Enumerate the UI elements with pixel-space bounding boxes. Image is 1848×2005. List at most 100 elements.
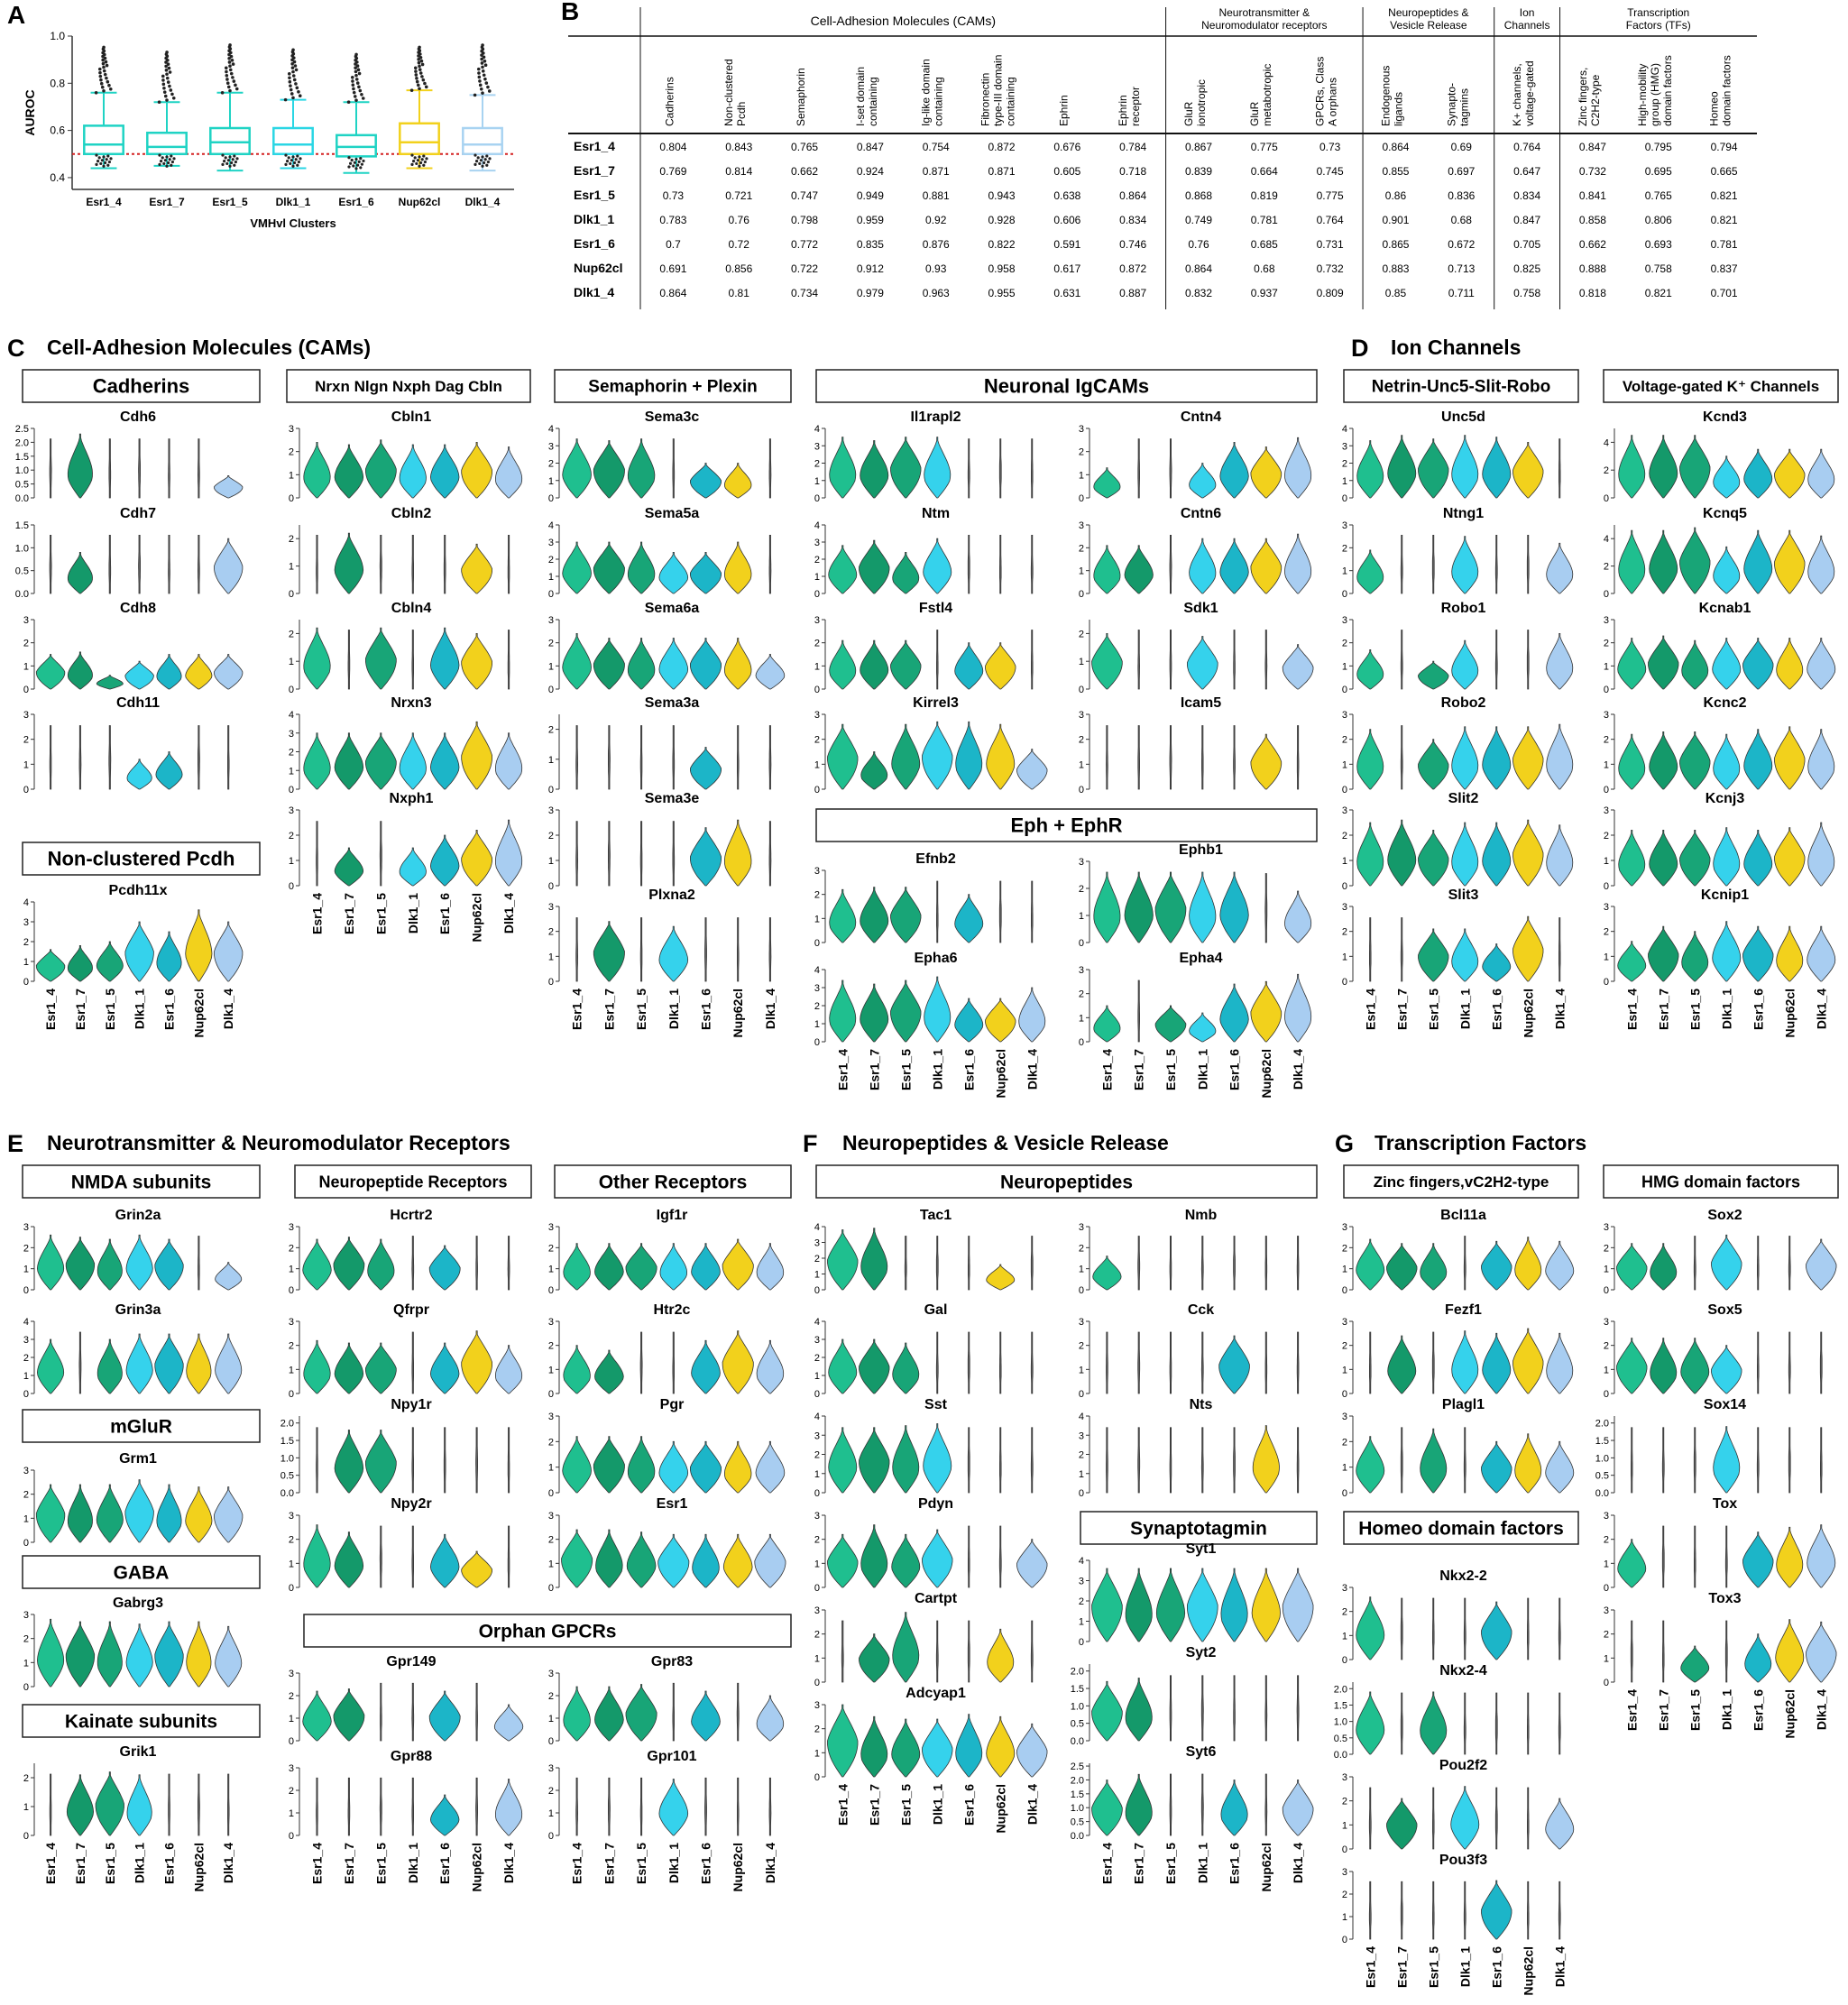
box-outlier [289,87,293,92]
box-outlier [107,83,111,87]
box-outlier [477,71,481,75]
violin-mark [1679,731,1711,790]
table-cell: 0.747 [791,189,818,202]
box-outlier [485,163,489,167]
box-outlier [165,98,169,102]
violin-mark [1200,1331,1204,1394]
violin-ytick-label: 3 [23,710,29,721]
violin-ytick-label: 1.0 [1071,1803,1084,1814]
violin-ytick-label: 0 [1604,1389,1609,1400]
violin-ytick-label: 1 [814,1748,820,1759]
box-outlier [297,89,300,94]
violin-mark [1616,1338,1648,1394]
table-cell: 0.772 [791,238,818,251]
violin-mark [1463,1236,1466,1291]
violin-mark [1250,538,1283,594]
violin-mark [303,732,331,790]
violin-ytick-label: 0 [1342,1285,1347,1296]
cluster-label: Nup62cl [731,989,745,1037]
table-cell: 0.959 [857,214,884,226]
gene-title: Cntn6 [1181,506,1221,521]
box-outlier [409,88,414,92]
violin-mark [768,917,772,982]
violin-mark [1155,1568,1186,1642]
table-cell: 0.7 [666,238,681,251]
violin-mark [998,438,1002,499]
violin-mark [768,821,772,887]
violin-ytick-label: 0 [1604,493,1609,504]
box-outlier [419,59,424,63]
table-cell: 0.86 [1385,189,1407,202]
violin-ytick-label: 1 [1342,952,1347,962]
violin-mark [860,639,889,690]
violin-ytick-label: 1 [289,1714,294,1724]
violin-ytick-label: 0 [289,1736,294,1747]
box-outlier [162,90,167,94]
violin-ytick-label: 2 [1079,1341,1084,1352]
violin-ytick-label: 1.5 [1595,1436,1609,1447]
cluster-label: Dlk1_1 [133,989,147,1029]
table-cell: 0.765 [1645,189,1672,202]
violin-ytick-label: 0 [23,1285,29,1296]
box-outlier [292,78,297,82]
violin-ytick-label: 0 [1604,1678,1609,1688]
violin-mark [334,1342,364,1394]
violin-ytick-label: 1 [1342,1912,1347,1923]
violin-mark [316,821,318,887]
box-outlier [354,157,358,161]
cluster-label: Esr1_6 [961,1049,976,1090]
violin-mark [35,949,66,982]
gene-title: Unc5d [1441,409,1485,425]
table-cell: 0.837 [1711,262,1738,275]
box-outlier [422,154,426,158]
violin-mark [923,1423,952,1494]
box-outlier [157,100,161,105]
group-box-label: Kainate subunits [65,1711,217,1732]
violin-ytick-label: 0 [814,685,820,695]
violin-mark [1712,921,1742,982]
violin-ytick-label: 2 [23,1773,29,1784]
table-cell: 0.841 [1579,189,1606,202]
violin-mark [563,1243,591,1291]
violin-mark [1712,638,1742,690]
cluster-label: Esr1_5 [1426,1946,1440,1988]
table-cell: 0.783 [659,214,686,226]
violin-mark [379,821,382,887]
violin-ytick-label: 2 [1079,1450,1084,1461]
violin-ytick-label: 3 [814,1511,820,1522]
cluster-label: Dlk1_4 [1291,1049,1305,1090]
violin-ytick-label: 3 [1079,710,1084,721]
table-cell: 0.924 [857,165,884,178]
violin-mark [575,1777,579,1836]
box-outlier [418,164,421,168]
violin-mark [1743,729,1773,790]
violin-ytick-label: 0 [1604,1583,1609,1594]
violin-mark [860,1228,888,1291]
violin-mark [185,909,213,982]
violin-mark [904,1236,907,1291]
violin-mark [936,880,939,943]
table-cell: 0.955 [988,287,1016,299]
violin-mark [1775,1619,1805,1683]
table-cell: 0.758 [1513,287,1540,299]
violin-ytick-label: 0 [1342,785,1347,796]
table-cell: 0.722 [791,262,818,275]
box-outlier [488,157,492,161]
violin-ytick-label: 3 [548,615,554,626]
gene-title: Ntng1 [1443,506,1484,521]
box-outlier [481,164,484,168]
table-column-header-line: containing [1005,77,1017,126]
gene-title: Npy1r [391,1397,431,1412]
violin-ytick-label: 0.5 [280,1471,294,1482]
violin-mark [126,759,152,790]
violin-ytick-label: 1 [289,1559,294,1569]
violin-mark [1091,1780,1123,1836]
violin-mark [333,1237,365,1291]
violin-mark [1432,1597,1435,1660]
